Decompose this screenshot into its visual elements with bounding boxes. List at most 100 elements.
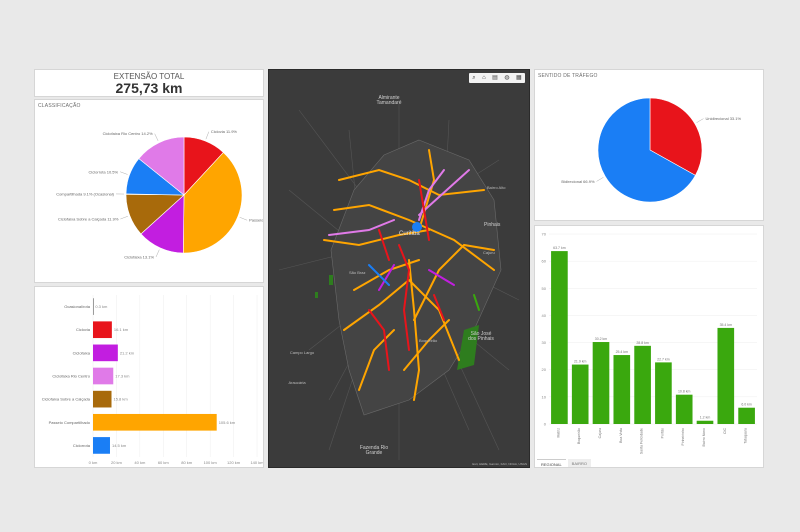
list-icon[interactable]: ▤	[492, 75, 498, 81]
x-tick-label: 140 km	[250, 460, 264, 465]
bar[interactable]	[696, 420, 714, 424]
bar-value-label: 30.2 km	[595, 337, 608, 341]
bar[interactable]	[93, 437, 110, 454]
bar-category-label: CIC	[723, 428, 727, 435]
y-tick-label: 30	[542, 340, 547, 345]
classification-leader-line	[239, 217, 248, 221]
traffic-direction-title: SENTIDO DE TRÁFEGO	[538, 73, 598, 79]
y-tick-label: 60	[542, 259, 547, 264]
map-label-pinhais: Pinhais	[484, 222, 501, 228]
traffic-direction-slice[interactable]	[649, 97, 703, 176]
x-tick-label: 80 km	[181, 460, 193, 465]
bar[interactable]	[571, 364, 589, 424]
classification-slice-label: Ciclofaixa Rio Centro 14.2%	[103, 131, 153, 136]
bar-category-label: Santa Felicidade	[640, 428, 644, 454]
traffic-direction-slice[interactable]	[597, 97, 696, 203]
classification-leader-line	[155, 249, 160, 258]
bar-value-label: 63.7 km	[553, 246, 566, 250]
x-tick-label: 100 km	[204, 460, 218, 465]
bar[interactable]	[675, 394, 693, 424]
map-canvas[interactable]	[269, 70, 530, 468]
bar-category-label: Ciclovia	[76, 327, 91, 332]
bar-category-label: Cajuru	[598, 428, 602, 438]
classification-slice[interactable]	[182, 152, 243, 254]
classification-leader-line	[120, 171, 128, 175]
bar-category-label: Passeio Compartilhado	[49, 420, 91, 425]
map-toolbar: ⌕ ⌂ ▤ ◍ ▦	[469, 73, 525, 83]
classification-leader-line	[154, 133, 159, 141]
extension-bar-chart[interactable]: 0 km 20 km 40 km 60 km 80 km 100 km 120 km 140 …	[35, 287, 264, 468]
home-icon[interactable]: ⌂	[482, 75, 486, 81]
bar[interactable]	[634, 345, 651, 424]
bar[interactable]	[717, 327, 735, 424]
bar-value-label: 6.0 km	[741, 403, 752, 407]
bar[interactable]	[93, 321, 112, 339]
map-label-sao-braz: São Braz	[349, 270, 366, 275]
x-tick-label: 60 km	[158, 460, 170, 465]
classification-slice[interactable]	[138, 136, 185, 196]
extension-bar-panel: 0 km 20 km 40 km 60 km 80 km 100 km 120 km 140 …	[34, 286, 264, 468]
traffic-direction-slice-label: Bidirecional 66.9%	[561, 179, 595, 184]
bike-lane-map[interactable]: ⌕ ⌂ ▤ ◍ ▦ Almirante Tamandaré Bairro Alt…	[268, 69, 530, 468]
classification-slice-label: Passeio Compartilhado 38.3%	[249, 218, 264, 223]
total-extension-label: EXTENSÃO TOTAL	[113, 72, 185, 81]
bar-value-label: 0.3 km	[95, 304, 108, 309]
bar-category-label: Ciclofaixa Sobre a Calçada	[42, 397, 91, 402]
classification-leader-line	[205, 131, 210, 140]
bar-category-label: Boa Vista	[619, 428, 623, 443]
bar-category-label: Ciclorrota	[73, 443, 91, 448]
search-icon[interactable]: ⌕	[472, 75, 476, 81]
y-tick-label: 0	[544, 422, 547, 427]
classification-pie-chart[interactable]: Ciclovia 11.9% Passeio Compartilhado 38.3…	[35, 100, 264, 283]
x-tick-label: 20 km	[111, 460, 123, 465]
bar-value-label: 22.7 km	[657, 357, 670, 361]
classification-slice-label: Compartilhada 9.1% (Ocasional)	[56, 191, 114, 196]
bar-category-label: Ciclofaixa Rio Centro	[52, 374, 90, 379]
bar-category-label: Ciclofaixa	[73, 350, 91, 355]
bar[interactable]	[93, 390, 112, 408]
bar-value-label: 10.8 km	[678, 390, 691, 394]
map-label-cajuru: Cajuru	[483, 250, 495, 255]
bar[interactable]	[655, 362, 672, 424]
y-tick-label: 40	[542, 313, 547, 318]
map-label-almirante: Almirante Tamandaré	[376, 95, 402, 106]
classification-slice-label: Ciclovia 11.9%	[211, 129, 238, 134]
curitiba-boundary	[330, 139, 502, 416]
traffic-direction-pie-chart[interactable]: Unidirecional 33.1% Bidirecional 66.9%	[535, 70, 764, 221]
bar-category-label: Tatuquara	[744, 428, 748, 444]
y-tick-label: 70	[542, 232, 547, 237]
classification-slice-label: Ciclorrota 10.5%	[89, 169, 119, 174]
green-areas	[315, 275, 479, 370]
bar[interactable]	[93, 298, 94, 315]
bar-value-label: 105.6 km	[219, 420, 236, 425]
tab-bairro[interactable]: BAIRRO	[567, 459, 592, 467]
regional-bar-panel: 0 10 20 30 40 50 60 70 63.7 km Matriz 21.9 km Boque…	[534, 225, 764, 468]
y-tick-label: 20	[542, 367, 547, 372]
map-label-sao-jose: São José dos Pinhais	[468, 331, 494, 342]
bar-value-label: 16.1 km	[114, 327, 129, 332]
classification-slice-label: Ciclofaixa Sobre a Calçada 11.9%	[58, 217, 119, 222]
tab-regional[interactable]: REGIONAL	[537, 459, 566, 467]
bar[interactable]	[93, 367, 114, 385]
traffic-direction-slice-label: Unidirecional 33.1%	[705, 116, 741, 121]
bar-value-label: 15.8 km	[114, 397, 129, 402]
map-label-araucaria: Araucária	[288, 380, 306, 385]
traffic-direction-leader-line	[696, 118, 704, 123]
regional-bar-chart[interactable]: 0 10 20 30 40 50 60 70 63.7 km Matriz 21.9 km Boque…	[535, 226, 764, 461]
map-label-boqueirao: Boqueirão	[419, 338, 438, 343]
classification-slice-label: Ciclofaixa 13.1%	[124, 254, 154, 259]
bar-value-label: 1.2 km	[700, 416, 711, 420]
bar-value-label: 28.8 km	[636, 341, 649, 345]
bar[interactable]	[738, 407, 755, 424]
bar[interactable]	[613, 355, 631, 424]
bar[interactable]	[592, 342, 610, 424]
bar[interactable]	[93, 344, 118, 362]
bar-value-label: 35.4 km	[720, 323, 733, 327]
map-label-fazenda-rio: Fazenda Rio Grande	[359, 445, 389, 456]
map-label-bairro-alto: Bairro Alto	[487, 185, 506, 190]
grid-icon[interactable]: ▦	[516, 75, 522, 81]
bar[interactable]	[93, 413, 217, 431]
bar[interactable]	[551, 251, 568, 424]
globe-icon[interactable]: ◍	[504, 75, 510, 81]
x-tick-label: 0 km	[89, 460, 98, 465]
